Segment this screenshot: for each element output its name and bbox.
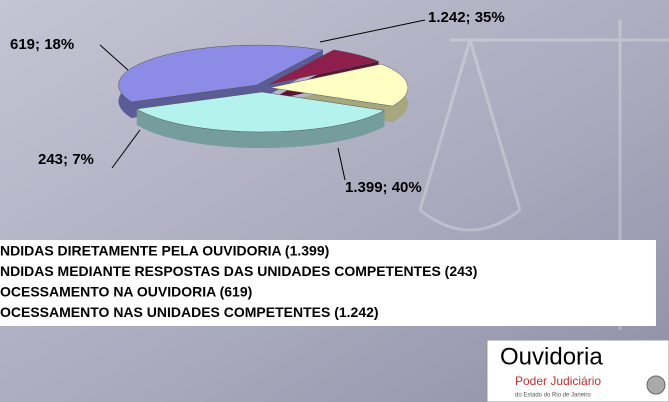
slice <box>267 49 380 86</box>
logo-line2: do Estado do Rio de Janeiro <box>515 393 591 399</box>
legend-entry: OCESSAMENTO NA OUVIDORIA (619) <box>0 284 252 300</box>
legend-entry: OCESSAMENTO NAS UNIDADES COMPETENTES (1.… <box>0 304 379 320</box>
slice <box>269 63 409 107</box>
data-label: 1.242; 35% <box>428 9 505 26</box>
leader-line <box>319 19 426 43</box>
data-label: 1.399; 40% <box>345 179 422 196</box>
leader-line <box>111 129 141 169</box>
legend-entry: NDIDAS DIRETAMENTE PELA OUVIDORIA (1.399… <box>0 243 329 259</box>
logo-name: Ouvidoria <box>500 343 603 370</box>
logo-seal <box>646 375 666 395</box>
data-label: 619; 18% <box>10 36 74 53</box>
data-label: 243; 7% <box>38 151 94 168</box>
logo: Ouvidoria Poder Judiciário do Estado do … <box>486 339 669 402</box>
logo-box <box>486 339 669 402</box>
logo-line1: Poder Judiciário <box>515 374 601 388</box>
slice-rim <box>136 108 385 148</box>
leader-line <box>99 44 129 71</box>
slice <box>136 91 386 133</box>
legend-box <box>0 240 656 326</box>
leader-line <box>337 147 346 181</box>
slice <box>118 44 324 103</box>
pie: 1.399; 40% 243; 7% 619; 18% 1.242; 35% <box>10 9 505 196</box>
legend-entry: NDIDAS MEDIANTE RESPOSTAS DAS UNIDADES C… <box>0 263 477 279</box>
